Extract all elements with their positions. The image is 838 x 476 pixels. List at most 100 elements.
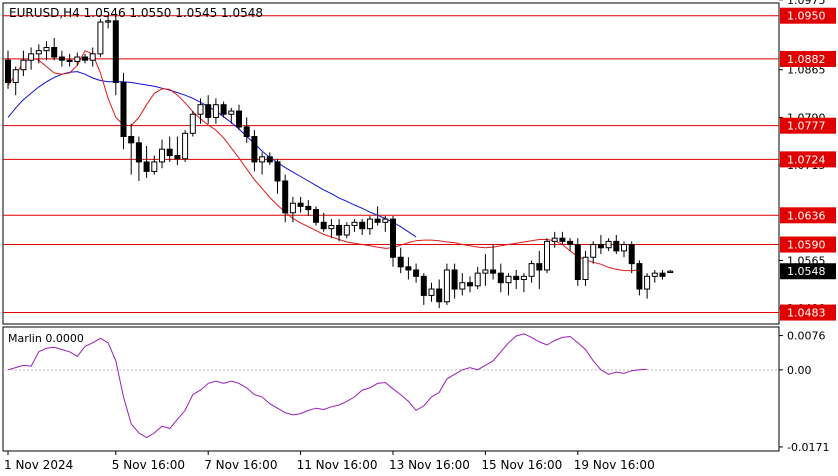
candle-body xyxy=(605,240,612,249)
candle-body xyxy=(12,69,19,83)
candle-body xyxy=(166,148,173,157)
candle-body xyxy=(151,161,158,172)
candle xyxy=(428,282,435,302)
candle xyxy=(28,47,35,70)
candle xyxy=(197,98,204,124)
candle xyxy=(182,130,189,162)
current-price-marker xyxy=(780,263,836,280)
candle-body xyxy=(443,269,450,303)
candle-body xyxy=(174,155,181,160)
candle-body xyxy=(313,209,319,223)
candle-body xyxy=(251,135,258,163)
candle xyxy=(397,247,404,274)
candle-body xyxy=(143,161,150,172)
candle xyxy=(212,98,219,124)
candle-body xyxy=(228,110,235,115)
candle xyxy=(359,219,366,236)
candle-body xyxy=(551,237,558,242)
candle xyxy=(12,66,19,96)
candle-body xyxy=(328,224,335,230)
time-tick-label: 7 Nov 16:00 xyxy=(204,458,277,472)
candle-body xyxy=(474,272,481,287)
candle xyxy=(597,235,604,255)
candle-body xyxy=(536,263,543,271)
main-pane: EURUSD,H4 1.0546 1.0550 1.0545 1.0548 xyxy=(2,2,780,325)
candle-body xyxy=(58,56,65,61)
candle xyxy=(582,250,589,286)
time-tick-label: 13 Nov 16:00 xyxy=(389,458,470,472)
time-tick-label: 1 Nov 2024 xyxy=(4,458,73,472)
moving-average-red xyxy=(7,50,640,272)
level-label: 1.0882 xyxy=(787,53,826,66)
candle-body xyxy=(205,104,212,118)
candle-body xyxy=(189,113,196,134)
candle xyxy=(135,136,142,181)
candle xyxy=(305,200,312,216)
candle-body xyxy=(82,56,88,61)
candle-body xyxy=(366,218,373,230)
candle-body xyxy=(613,240,620,252)
moving-average-blue xyxy=(7,71,417,238)
candle xyxy=(667,269,674,274)
candle xyxy=(43,41,50,61)
candle-body xyxy=(621,244,627,252)
candle xyxy=(336,219,343,242)
candle-body xyxy=(220,104,227,115)
candle xyxy=(74,52,81,66)
candle-body xyxy=(43,46,50,52)
candle-body xyxy=(405,266,412,271)
candle-body xyxy=(397,256,404,268)
candle xyxy=(5,50,11,89)
candle-body xyxy=(289,202,296,214)
candle-body xyxy=(497,272,504,284)
time-axis: 1 Nov 2024 5 Nov 16:00 7 Nov 16:00 11 Nov 1… xyxy=(4,451,655,472)
candle xyxy=(459,273,466,296)
candle-body xyxy=(574,244,581,281)
level-label: 1.0483 xyxy=(787,307,826,320)
candle-body xyxy=(97,21,104,55)
level-marker xyxy=(780,236,836,253)
level-marker xyxy=(780,117,836,134)
symbol-header: EURUSD,H4 1.0546 1.0550 1.0545 1.0548 xyxy=(9,6,263,20)
candle xyxy=(228,107,235,124)
candle-body xyxy=(120,81,127,137)
candle-body xyxy=(520,275,527,281)
current-price-label: 1.0548 xyxy=(787,265,826,278)
candle-body xyxy=(336,224,343,236)
candle xyxy=(151,155,158,175)
candle xyxy=(590,241,597,264)
candle-body xyxy=(74,56,81,62)
candle xyxy=(382,215,389,232)
indicator-pane: Marlin 0.0000 xyxy=(2,326,780,452)
level-marker xyxy=(780,151,836,168)
indicator-tick-label: 0.00 xyxy=(787,364,812,377)
indicator-tick-label: -0.0171 xyxy=(787,441,829,454)
level-label: 1.0777 xyxy=(787,120,826,133)
candle xyxy=(97,18,104,58)
ma-red-line xyxy=(7,50,640,272)
candle xyxy=(20,50,27,77)
candle-body xyxy=(89,53,96,61)
candle xyxy=(58,50,65,67)
candle xyxy=(405,257,412,280)
candle-body xyxy=(105,20,112,23)
candle xyxy=(89,47,96,67)
candle-body xyxy=(243,126,250,137)
candle xyxy=(51,37,58,61)
candle-body xyxy=(420,275,427,296)
candle xyxy=(574,238,581,286)
candle-body xyxy=(590,244,597,258)
level-label: 1.0950 xyxy=(787,10,826,23)
candle xyxy=(636,260,643,296)
indicator-label: Marlin 0.0000 xyxy=(8,332,84,345)
candle xyxy=(251,130,258,172)
candle xyxy=(644,273,651,299)
candle xyxy=(544,238,550,274)
candle-body xyxy=(66,59,73,62)
candle-body xyxy=(351,221,358,226)
candlesticks xyxy=(5,15,674,309)
price-tick-label: 1.0975 xyxy=(787,0,826,7)
candle-body xyxy=(305,205,312,211)
candle xyxy=(343,222,350,239)
candle-body xyxy=(482,269,489,274)
